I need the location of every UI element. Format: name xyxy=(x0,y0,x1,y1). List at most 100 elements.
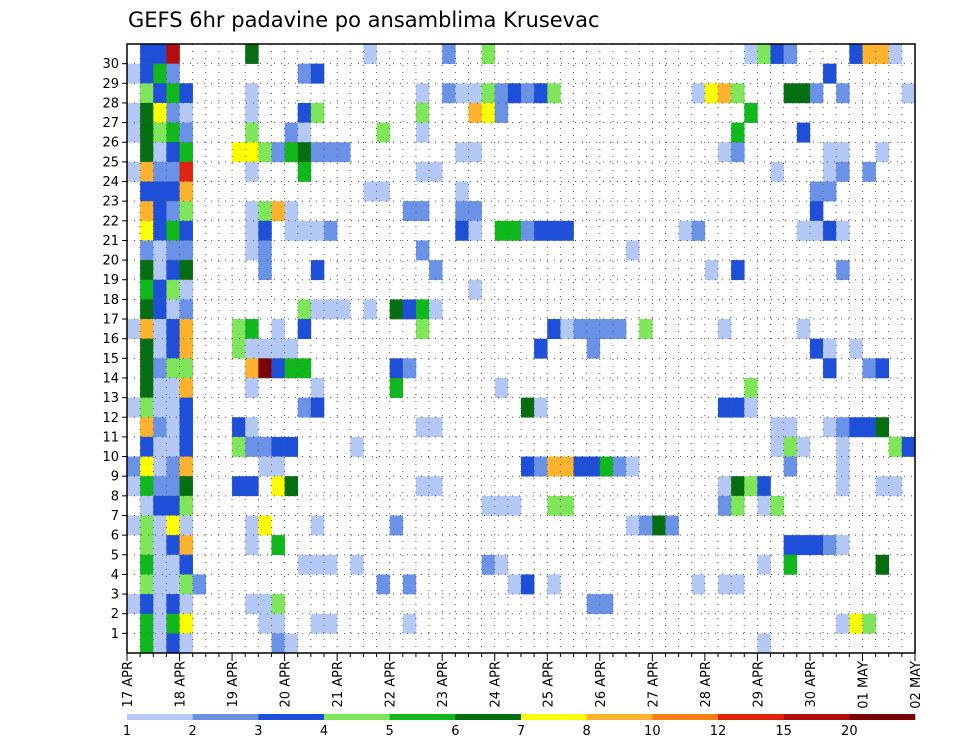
heatmap-cell xyxy=(402,299,417,320)
heatmap-cell xyxy=(547,456,561,477)
heatmap-cell xyxy=(271,436,285,457)
colorbar-label: 2 xyxy=(189,724,197,739)
heatmap-cell xyxy=(468,142,482,163)
heatmap-cell xyxy=(455,83,469,104)
y-tick-label: 14 xyxy=(102,371,119,386)
heatmap-cell xyxy=(783,83,798,104)
heatmap-cell xyxy=(166,63,180,84)
heatmap-cell xyxy=(415,319,430,339)
heatmap-cell xyxy=(415,299,430,320)
heatmap-cell xyxy=(468,201,482,222)
heatmap-cell xyxy=(245,476,259,497)
heatmap-cell xyxy=(547,220,561,241)
heatmap-cell xyxy=(337,142,351,163)
heatmap-cell xyxy=(324,554,338,575)
heatmap-cell xyxy=(757,44,771,64)
y-tick-label: 11 xyxy=(102,430,119,445)
x-tick-label: 24 APR xyxy=(489,661,504,707)
heatmap-cell xyxy=(245,142,259,163)
heatmap-cell xyxy=(245,358,259,379)
heatmap-cell xyxy=(415,201,430,222)
heatmap-cell xyxy=(639,515,653,536)
colorbar-swatch xyxy=(389,714,456,720)
heatmap-cell xyxy=(836,535,850,556)
heatmap-cell xyxy=(310,220,325,241)
heatmap-cell xyxy=(166,594,180,615)
heatmap-cell xyxy=(783,436,798,457)
heatmap-cell xyxy=(153,201,167,222)
heatmap-cell xyxy=(179,279,193,300)
heatmap-cell xyxy=(731,260,745,281)
heatmap-cell xyxy=(166,220,180,241)
heatmap-cell xyxy=(901,83,916,104)
heatmap-cell xyxy=(166,554,180,575)
heatmap-cell xyxy=(127,161,141,182)
y-tick-label: 28 xyxy=(102,96,119,111)
heatmap-cell xyxy=(757,554,771,575)
heatmap-cell xyxy=(888,44,903,64)
y-tick-label: 5 xyxy=(111,548,119,563)
heatmap-cell xyxy=(179,220,193,241)
x-tick-label: 22 APR xyxy=(384,661,399,707)
heatmap-cell xyxy=(836,142,850,163)
heatmap-cell xyxy=(612,456,627,477)
x-tick-label: 25 APR xyxy=(541,661,556,707)
heatmap-cell xyxy=(415,83,430,104)
heatmap-cell xyxy=(258,220,272,241)
x-tick-label: 29 APR xyxy=(751,661,766,707)
x-tick-label: 01 MAY xyxy=(856,661,871,709)
heatmap-cell xyxy=(284,358,299,379)
heatmap-cell xyxy=(376,181,390,202)
heatmap-cell xyxy=(783,456,798,477)
heatmap-cell xyxy=(796,122,811,143)
heatmap-cell xyxy=(849,613,863,634)
heatmap-cell xyxy=(192,574,207,595)
heatmap-cell xyxy=(245,319,259,339)
heatmap-cell xyxy=(166,417,180,438)
heatmap-cell xyxy=(809,201,824,222)
heatmap-cell xyxy=(245,161,259,182)
x-tick-label: 26 APR xyxy=(594,661,609,707)
heatmap-cell xyxy=(140,220,154,241)
heatmap-cell xyxy=(494,377,509,398)
heatmap-cell xyxy=(586,319,601,339)
heatmap-cell xyxy=(744,476,758,497)
heatmap-cell xyxy=(166,377,180,398)
heatmap-cell xyxy=(232,476,246,497)
y-tick-label: 30 xyxy=(102,57,119,72)
heatmap-cell xyxy=(153,397,167,418)
heatmap-cell xyxy=(809,83,824,104)
heatmap-cell xyxy=(363,181,377,202)
heatmap-cell xyxy=(140,260,154,281)
heatmap-cell xyxy=(179,613,193,634)
heatmap-cell xyxy=(179,83,193,104)
heatmap-cell xyxy=(836,417,850,438)
heatmap-cell xyxy=(415,417,430,438)
heatmap-cell xyxy=(140,102,154,123)
heatmap-cell xyxy=(271,338,285,359)
heatmap-cell xyxy=(179,161,193,182)
heatmap-cell xyxy=(389,515,404,536)
heatmap-cell xyxy=(153,240,167,261)
y-tick-label: 23 xyxy=(102,195,119,210)
heatmap-cell xyxy=(245,122,259,143)
heatmap-cell xyxy=(823,535,837,556)
heatmap-cell xyxy=(245,44,259,64)
heatmap-cell xyxy=(612,319,627,339)
heatmap-cell xyxy=(626,515,640,536)
y-tick-label: 25 xyxy=(102,155,119,170)
heatmap-cell xyxy=(284,633,299,654)
heatmap-cell xyxy=(691,220,706,241)
heatmap-cell xyxy=(429,417,443,438)
heatmap-cell xyxy=(875,44,890,64)
heatmap-cell xyxy=(271,358,285,379)
heatmap-cell xyxy=(744,44,758,64)
heatmap-cell xyxy=(140,397,154,418)
heatmap-cell xyxy=(757,476,771,497)
colorbar-label: 20 xyxy=(841,724,858,739)
heatmap-cell xyxy=(245,102,259,123)
y-tick-label: 24 xyxy=(102,175,119,190)
colorbar-label: 10 xyxy=(644,724,661,739)
heatmap-cell xyxy=(258,436,272,457)
